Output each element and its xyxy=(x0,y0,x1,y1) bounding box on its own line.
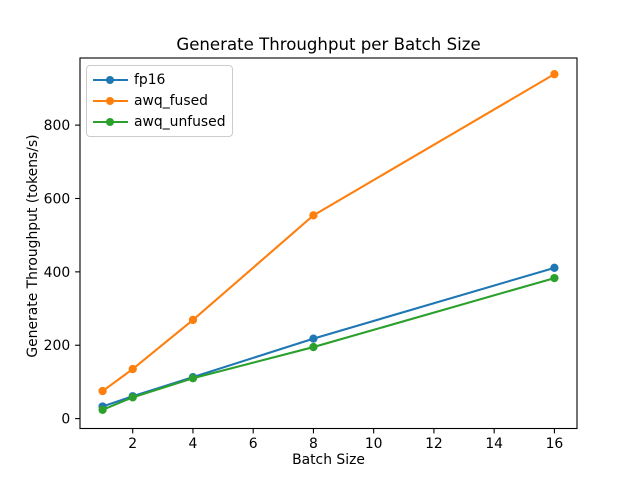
series-marker-awq_unfused xyxy=(98,405,107,414)
series-marker-awq_unfused xyxy=(309,342,318,352)
series-marker-awq_unfused xyxy=(128,393,137,402)
series-marker-awq_fused xyxy=(309,211,318,220)
x-axis-label: Batch Size xyxy=(292,452,365,468)
series-marker-awq_fused xyxy=(550,69,559,79)
legend-label: fp16 xyxy=(134,71,166,88)
x-tick-label: 16 xyxy=(546,436,564,452)
y-tick-label: 600 xyxy=(44,191,71,207)
legend-label: awq_unfused xyxy=(134,114,226,131)
legend: fp16 awq_fused awq_unfused xyxy=(86,65,233,137)
series-marker-awq_fused xyxy=(128,364,137,374)
legend-line-marker-sample xyxy=(93,96,128,106)
legend-entry-awq-unfused: awq_unfused xyxy=(93,112,226,133)
series-marker-awq_unfused xyxy=(550,273,559,283)
x-tick-label: 12 xyxy=(425,436,443,452)
legend-dot-icon xyxy=(106,75,114,84)
legend-dot-icon xyxy=(106,96,114,105)
legend-entry-awq-fused: awq_fused xyxy=(93,90,226,111)
legend-line-marker-sample xyxy=(93,75,128,85)
y-axis-label: Generate Throughput (tokens/s) xyxy=(25,134,41,358)
legend-dot-icon xyxy=(106,118,114,127)
series-marker-fp16 xyxy=(309,334,318,343)
x-tick-label: 4 xyxy=(189,436,198,452)
x-tick-label: 8 xyxy=(309,436,318,452)
series-marker-awq_fused xyxy=(188,315,198,325)
legend-line-marker-sample xyxy=(93,117,128,127)
y-tick-label: 800 xyxy=(44,118,71,134)
series-line-awq_unfused xyxy=(101,277,556,411)
y-tick-label: 400 xyxy=(44,265,71,281)
x-tick-label: 14 xyxy=(485,436,503,452)
series-marker-awq_fused xyxy=(98,386,107,396)
legend-entry-fp16: fp16 xyxy=(93,69,226,90)
series-marker-awq_unfused xyxy=(188,374,198,383)
legend-label: awq_fused xyxy=(134,92,208,109)
x-tick-label: 6 xyxy=(249,436,258,452)
plot-spines xyxy=(79,57,578,430)
series-marker-fp16 xyxy=(550,263,559,272)
x-tick-label: 10 xyxy=(365,436,383,452)
y-tick-label: 200 xyxy=(44,338,71,354)
y-tick-label: 0 xyxy=(61,412,70,428)
x-tick-label: 2 xyxy=(128,436,137,452)
chart-title: Generate Throughput per Batch Size xyxy=(176,35,481,54)
